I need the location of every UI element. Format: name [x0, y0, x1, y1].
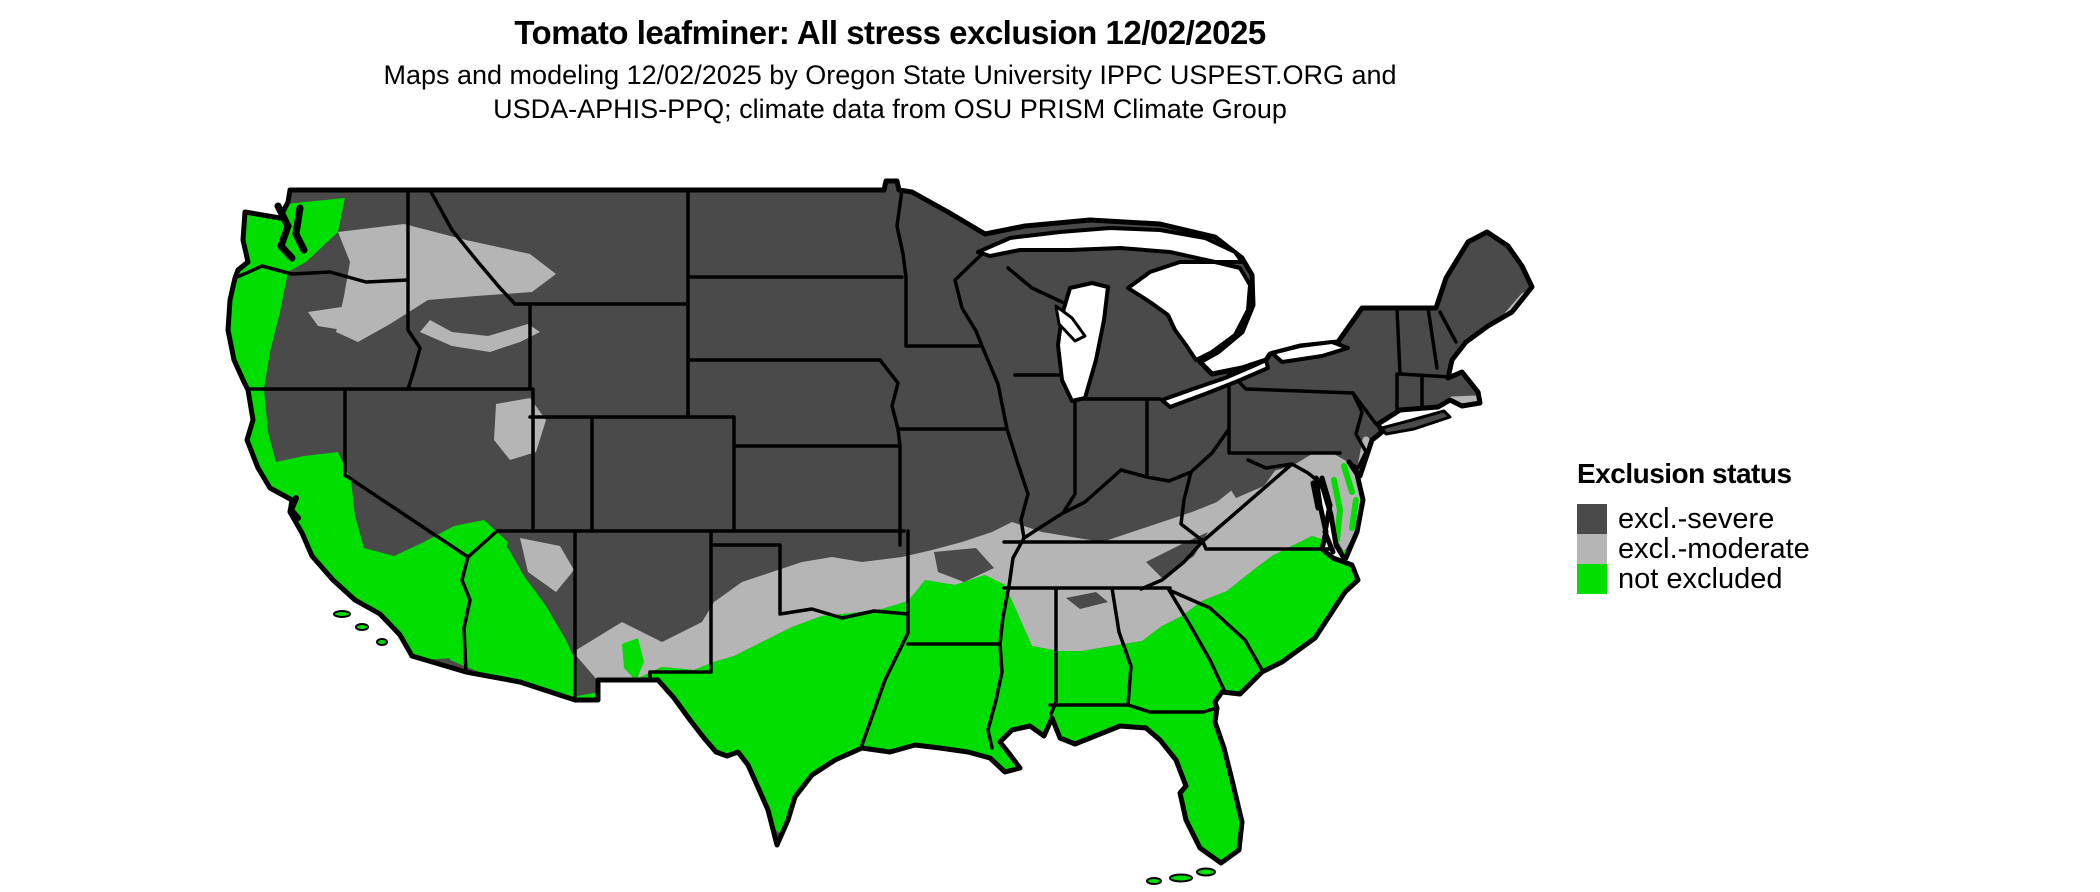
map-region-not-excluded-southwest	[450, 548, 648, 706]
legend-swatch-not-excluded	[1577, 564, 1607, 594]
florida-keys	[1146, 867, 1216, 885]
map-title: Tomato leafminer: All stress exclusion 1…	[514, 14, 1266, 51]
legend-label-not-excluded: not excluded	[1618, 563, 1783, 595]
legend-row-excl-severe: excl.-severe	[1577, 504, 1810, 534]
lake-ontario	[1270, 340, 1350, 364]
legend: Exclusion status excl.-severe excl.-mode…	[1577, 458, 1810, 594]
map-subtitle-line1: Maps and modeling 12/02/2025 by Oregon S…	[383, 60, 1397, 90]
legend-swatch-excl-moderate	[1577, 534, 1607, 564]
channel-islands	[333, 610, 388, 646]
map-region-not-excluded-delmarva-slivers	[1331, 463, 1359, 543]
legend-label-excl-moderate: excl.-moderate	[1618, 533, 1810, 565]
lake-huron	[1126, 260, 1252, 362]
map-subtitle-line2: USDA-APHIS-PPQ; climate data from OSU PR…	[493, 94, 1287, 124]
lake-superior	[976, 226, 1244, 264]
legend-row-not-excluded: not excluded	[1577, 564, 1810, 594]
long-island	[1380, 409, 1452, 436]
legend-label-excl-severe: excl.-severe	[1618, 503, 1775, 535]
legend-title: Exclusion status	[1577, 458, 1792, 489]
state-borders	[233, 188, 1458, 750]
lake-erie	[1160, 358, 1270, 409]
legend-swatch-excl-severe	[1577, 504, 1607, 534]
legend-row-excl-moderate: excl.-moderate	[1577, 534, 1810, 564]
map-region-excl-moderate-patches	[308, 224, 930, 724]
lake-michigan	[1056, 281, 1110, 403]
great-lakes-group	[976, 226, 1350, 409]
green-bay	[1054, 304, 1087, 343]
